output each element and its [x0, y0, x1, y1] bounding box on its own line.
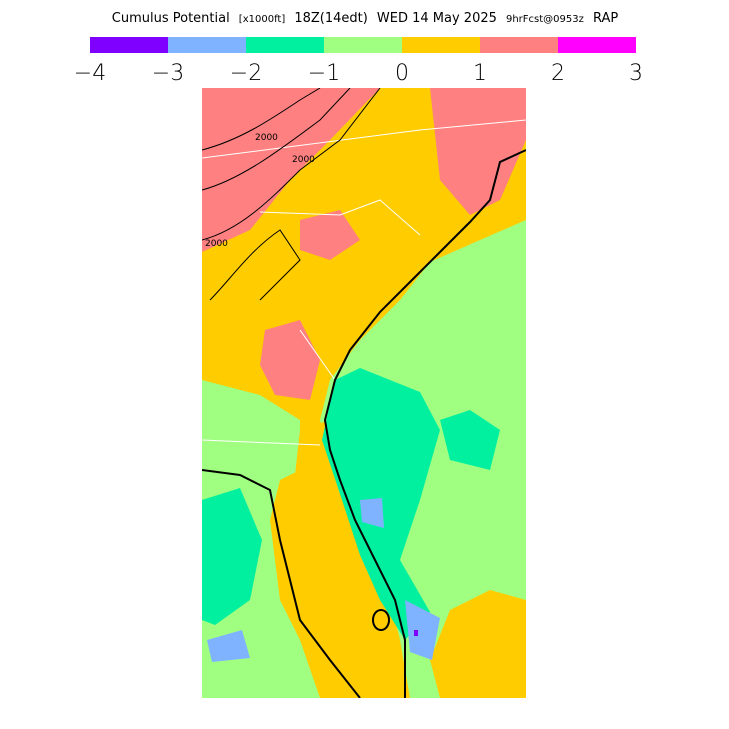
state-borders: [202, 119, 526, 446]
legend-label: 1: [473, 61, 487, 86]
model: RAP: [593, 11, 618, 26]
region: [260, 320, 320, 400]
contour-label: 2000: [292, 155, 315, 165]
legend-swatch: [402, 37, 480, 53]
legend: −4 −3 −2 −1 0 1 2 3: [74, 37, 643, 86]
contour-label: 2000: [255, 133, 278, 143]
date: WED 14 May 2025: [377, 11, 497, 26]
region: [360, 498, 384, 528]
region: [414, 630, 418, 636]
map: 2000 2000 2000: [202, 88, 526, 698]
contour-label: 2000: [205, 239, 228, 249]
title-text: Cumulus Potential: [112, 11, 230, 26]
legend-swatch: [480, 37, 558, 53]
legend-label: 2: [551, 61, 565, 86]
units: [x1000ft]: [239, 14, 286, 25]
region: [440, 410, 500, 470]
region: [202, 88, 380, 252]
valid-time: 18Z(14edt): [294, 11, 367, 26]
legend-label: 3: [629, 61, 643, 86]
legend-swatch: [90, 37, 168, 53]
legend-label: −3: [152, 61, 184, 86]
contours: [202, 88, 381, 301]
legend-swatch: [168, 37, 246, 53]
region: [202, 488, 262, 625]
legend-label: 0: [395, 61, 409, 86]
region: [290, 420, 400, 698]
region: [430, 590, 526, 698]
coastline: [202, 149, 526, 698]
legend-swatch: [246, 37, 324, 53]
legend-swatch: [324, 37, 402, 53]
legend-label: −2: [230, 61, 262, 86]
region: [300, 210, 360, 260]
region: [405, 600, 440, 660]
region: [207, 630, 250, 662]
legend-swatch: [558, 37, 636, 53]
title: Cumulus Potential [x1000ft] 18Z(14edt) W…: [112, 7, 619, 26]
region: [430, 88, 526, 215]
forecast: 9hrFcst@0953z: [506, 14, 584, 25]
legend-label: −1: [308, 61, 340, 86]
legend-label: −4: [74, 61, 106, 86]
